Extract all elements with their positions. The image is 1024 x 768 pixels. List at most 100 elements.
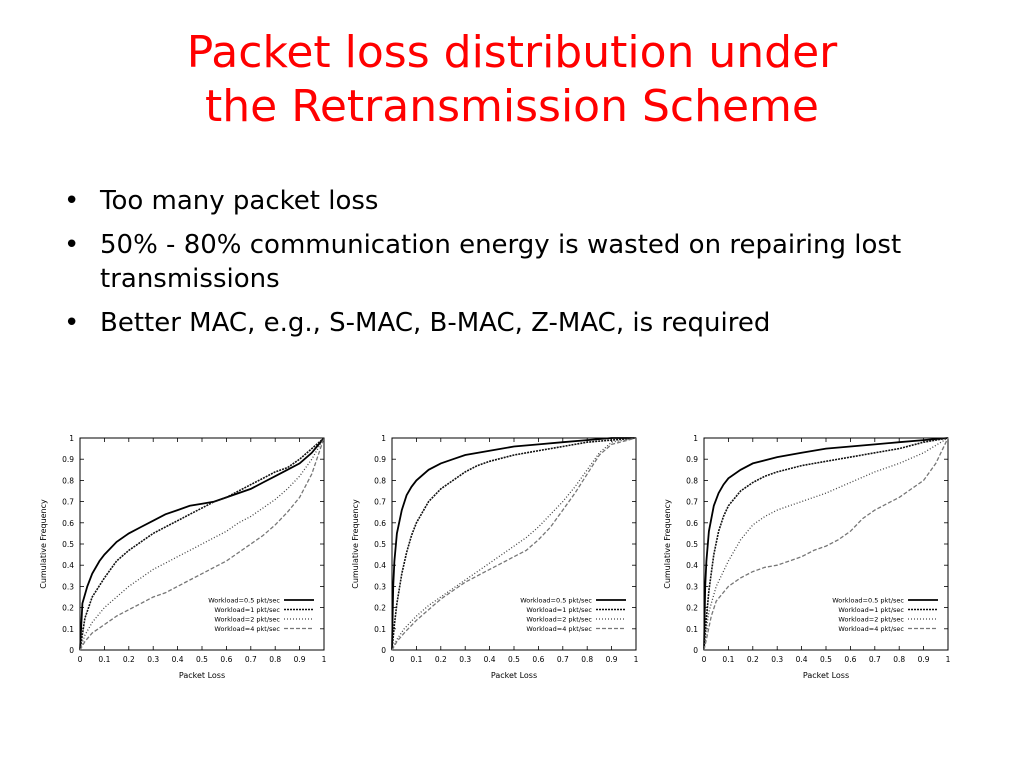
legend-label: Workload=2 pkt/sec — [214, 616, 280, 624]
y-tick-label: 0.2 — [686, 604, 698, 613]
x-tick-label: 0 — [390, 655, 395, 664]
legend-label: Workload=2 pkt/sec — [526, 616, 592, 624]
legend-label: Workload=4 pkt/sec — [526, 625, 592, 633]
y-axis-label: Cumulative Frequency — [351, 499, 360, 589]
series-line — [79, 437, 325, 651]
bullet-dot-icon: • — [64, 230, 80, 260]
y-tick-label: 0.1 — [62, 625, 74, 634]
series-line — [703, 437, 949, 651]
x-tick-label: 0.6 — [532, 655, 544, 664]
y-axis-label: Cumulative Frequency — [663, 499, 672, 589]
bullet-item: • Too many packet loss — [64, 184, 994, 218]
slide-title-line-2: the Retransmission Scheme — [205, 81, 819, 132]
x-tick-label: 0.2 — [435, 655, 447, 664]
y-tick-label: 0.2 — [374, 604, 386, 613]
x-tick-label: 0.1 — [410, 655, 422, 664]
series-line — [391, 437, 637, 651]
x-tick-label: 0.9 — [918, 655, 930, 664]
y-tick-label: 0.5 — [686, 540, 698, 549]
x-tick-label: 0.5 — [820, 655, 832, 664]
y-tick-label: 0.9 — [62, 455, 74, 464]
y-tick-label: 0.2 — [62, 604, 74, 613]
slide-title-line-1: Packet loss distribution under — [186, 27, 838, 78]
x-tick-label: 0.8 — [581, 655, 593, 664]
x-tick-label: 0.8 — [893, 655, 905, 664]
x-tick-label: 1 — [322, 655, 327, 664]
x-tick-label: 0.4 — [796, 655, 808, 664]
y-tick-label: 0 — [69, 646, 74, 655]
cdf-chart-2: 0 0.1 0.2 0.3 0.4 0.5 0.6 0.7 0.8 0.9 1 0 0.1 0.2 0.3 0… — [351, 434, 639, 680]
x-tick-label: 0.7 — [245, 655, 257, 664]
y-tick-label: 0.5 — [374, 540, 386, 549]
y-tick-label: 0.6 — [686, 519, 698, 528]
y-tick-label: 0.7 — [62, 498, 74, 507]
series-line — [79, 437, 325, 651]
y-tick-label: 0.5 — [62, 540, 74, 549]
x-tick-label: 0.9 — [294, 655, 306, 664]
x-tick-label: 1 — [946, 655, 951, 664]
x-tick-label: 0.4 — [172, 655, 184, 664]
y-tick-label: 0.1 — [686, 625, 698, 634]
series-line — [391, 437, 636, 651]
series-line — [703, 437, 949, 651]
cdf-chart-1: 0 0.1 0.2 0.3 0.4 0.5 0.6 0.7 0.8 0.9 1 0 0.1 0.2 0.3 0… — [39, 434, 327, 680]
y-tick-label: 1 — [381, 434, 386, 443]
series-line — [391, 437, 637, 651]
x-tick-label: 0.7 — [557, 655, 569, 664]
x-tick-label: 0.6 — [844, 655, 856, 664]
y-tick-label: 0.8 — [686, 476, 698, 485]
x-tick-label: 0.9 — [606, 655, 618, 664]
y-tick-label: 0.4 — [62, 561, 74, 570]
cdf-chart-3: 0 0.1 0.2 0.3 0.4 0.5 0.6 0.7 0.8 0.9 1 0 0.1 0.2 0.3 0… — [663, 434, 951, 680]
y-tick-label: 0.3 — [62, 582, 74, 591]
x-tick-label: 1 — [634, 655, 639, 664]
y-tick-label: 0 — [693, 646, 698, 655]
legend-label: Workload=4 pkt/sec — [838, 625, 904, 633]
series-line — [79, 437, 325, 651]
series-line — [703, 437, 949, 651]
legend-label: Workload=0.5 pkt/sec — [832, 597, 904, 605]
y-tick-label: 1 — [693, 434, 698, 443]
y-tick-label: 0.7 — [374, 498, 386, 507]
y-tick-label: 0.9 — [686, 455, 698, 464]
y-tick-label: 0.6 — [62, 519, 74, 528]
legend-label: Workload=0.5 pkt/sec — [520, 597, 592, 605]
legend-label: Workload=1 pkt/sec — [526, 606, 592, 614]
y-tick-label: 0.4 — [686, 561, 698, 570]
x-tick-label: 0.8 — [269, 655, 281, 664]
x-tick-label: 0.2 — [747, 655, 759, 664]
y-tick-label: 1 — [69, 434, 74, 443]
x-tick-label: 0.2 — [123, 655, 135, 664]
x-tick-label: 0.7 — [869, 655, 881, 664]
legend-label: Workload=1 pkt/sec — [214, 606, 280, 614]
bullet-dot-icon: • — [64, 308, 80, 338]
bullet-list: • Too many packet loss • 50% - 80% commu… — [64, 184, 994, 350]
x-tick-label: 0 — [78, 655, 83, 664]
x-tick-label: 0.5 — [508, 655, 520, 664]
bullet-text: 50% - 80% communication energy is wasted… — [100, 230, 902, 294]
x-axis-label: Packet Loss — [179, 671, 225, 680]
x-tick-label: 0.5 — [196, 655, 208, 664]
y-tick-label: 0.3 — [686, 582, 698, 591]
x-tick-label: 0.3 — [459, 655, 471, 664]
series-line — [391, 437, 637, 651]
y-tick-label: 0.7 — [686, 498, 698, 507]
slide-title: Packet loss distribution under the Retra… — [0, 26, 1024, 134]
y-tick-label: 0.8 — [62, 476, 74, 485]
legend-label: Workload=4 pkt/sec — [214, 625, 280, 633]
legend-label: Workload=1 pkt/sec — [838, 606, 904, 614]
x-tick-label: 0 — [702, 655, 707, 664]
x-axis-label: Packet Loss — [491, 671, 537, 680]
bullet-item: • Better MAC, e.g., S-MAC, B-MAC, Z-MAC,… — [64, 306, 994, 340]
y-tick-label: 0.8 — [374, 476, 386, 485]
x-axis-label: Packet Loss — [803, 671, 849, 680]
x-tick-label: 0.3 — [147, 655, 159, 664]
y-tick-label: 0 — [381, 646, 386, 655]
legend-label: Workload=2 pkt/sec — [838, 616, 904, 624]
y-tick-label: 0.9 — [374, 455, 386, 464]
y-tick-label: 0.3 — [374, 582, 386, 591]
x-tick-label: 0.1 — [98, 655, 110, 664]
legend-label: Workload=0.5 pkt/sec — [208, 597, 280, 605]
bullet-text: Too many packet loss — [100, 186, 379, 216]
x-tick-label: 0.6 — [220, 655, 232, 664]
